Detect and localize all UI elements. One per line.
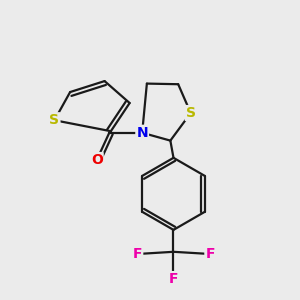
Text: F: F: [206, 247, 215, 261]
Text: S: S: [50, 113, 59, 127]
Text: O: O: [91, 153, 103, 167]
Text: F: F: [133, 247, 142, 261]
Text: N: N: [136, 126, 148, 140]
Text: S: S: [186, 106, 196, 120]
Text: F: F: [169, 272, 178, 286]
